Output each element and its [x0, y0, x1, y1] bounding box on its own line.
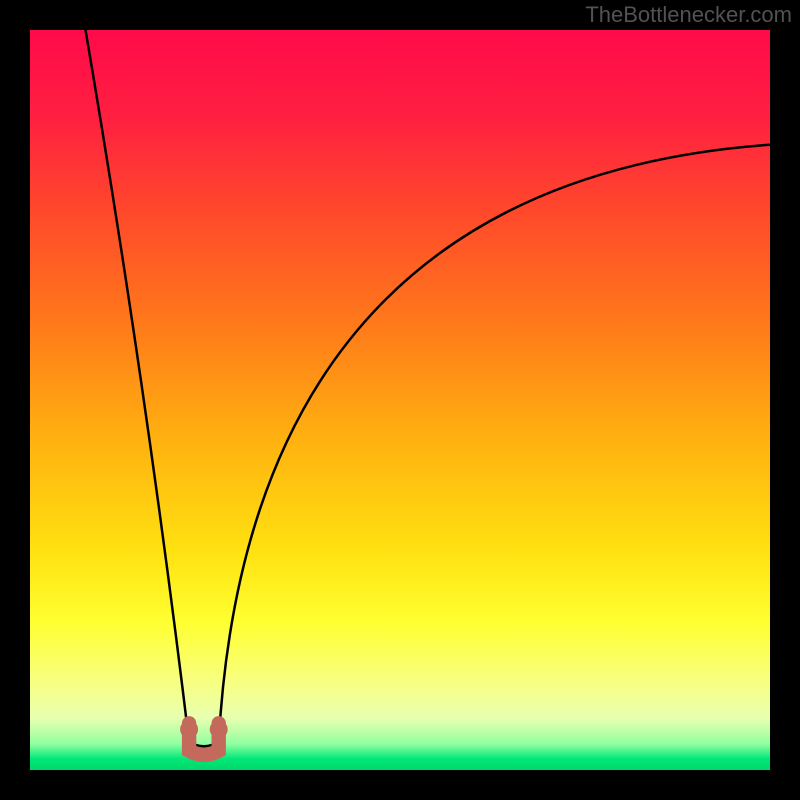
end-marker — [180, 720, 198, 738]
chart-container: TheBottlenecker.com — [0, 0, 800, 800]
watermark-text: TheBottlenecker.com — [585, 2, 792, 28]
plot-background — [30, 30, 770, 770]
end-marker — [210, 720, 228, 738]
bottleneck-chart — [0, 0, 800, 800]
